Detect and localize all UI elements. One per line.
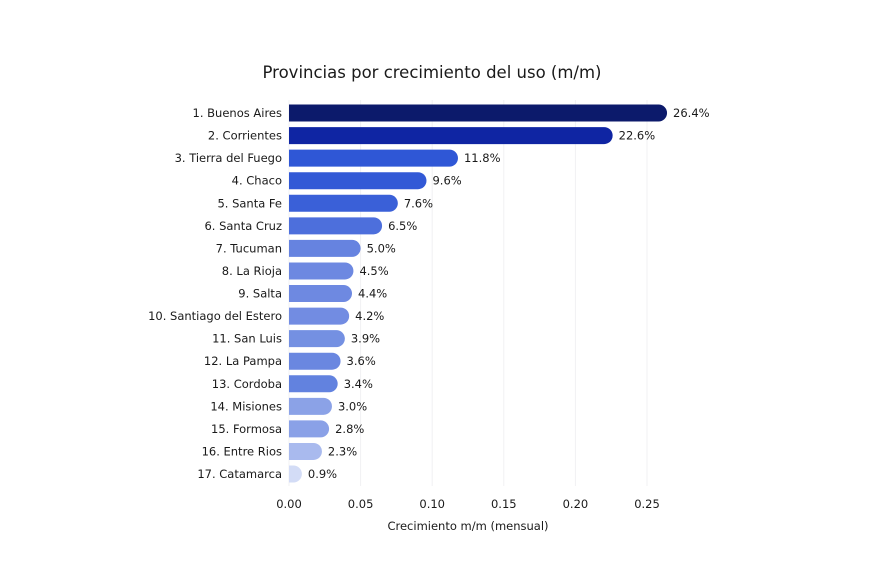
x-tick-label: 0.10 xyxy=(419,497,445,511)
x-axis: 0.00 0.05 0.10 0.15 0.20 0.25 xyxy=(276,497,660,511)
category-label: 2. Corrientes xyxy=(208,129,282,143)
chart-title: Provincias por crecimiento del uso (m/m) xyxy=(263,63,602,82)
data-label: 4.4% xyxy=(358,287,387,301)
bar xyxy=(289,307,350,325)
data-label: 26.4% xyxy=(673,106,710,120)
bar xyxy=(289,127,613,145)
category-label: 7. Tucuman xyxy=(216,241,282,255)
category-label: 4. Chaco xyxy=(232,174,282,188)
category-label: 11. San Luis xyxy=(212,332,282,346)
data-label: 5.0% xyxy=(367,241,396,255)
bar xyxy=(289,217,383,235)
bar xyxy=(289,330,345,348)
x-tick-label: 0.20 xyxy=(563,497,589,511)
x-axis-label: Crecimiento m/m (mensual) xyxy=(387,519,548,533)
bar xyxy=(289,420,330,438)
category-label: 13. Cordoba xyxy=(212,377,282,391)
category-label: 8. La Rioja xyxy=(222,264,282,278)
bar xyxy=(289,375,338,393)
category-label: 14. Misiones xyxy=(210,399,282,413)
data-label: 2.8% xyxy=(335,422,364,436)
data-label: 4.2% xyxy=(355,309,384,323)
category-label: 15. Formosa xyxy=(211,422,282,436)
bar xyxy=(289,285,353,302)
category-label: 12. La Pampa xyxy=(204,354,282,368)
bar xyxy=(289,262,354,280)
data-label: 9.6% xyxy=(432,174,461,188)
data-label: 22.6% xyxy=(619,129,656,143)
bar xyxy=(289,172,427,190)
data-label: 6.5% xyxy=(388,219,417,233)
data-label: 2.3% xyxy=(328,444,357,458)
category-label: 6. Santa Cruz xyxy=(204,219,282,233)
data-label: 4.5% xyxy=(359,264,388,278)
data-label: 3.9% xyxy=(351,332,380,346)
data-label: 7.6% xyxy=(404,196,433,210)
category-label: 16. Entre Rios xyxy=(202,444,282,458)
data-label: 3.0% xyxy=(338,399,367,413)
bar xyxy=(289,104,668,122)
data-label: 11.8% xyxy=(464,151,501,165)
category-label: 3. Tierra del Fuego xyxy=(175,151,282,165)
data-label: 0.9% xyxy=(308,467,337,481)
category-label: 5. Santa Fe xyxy=(217,196,282,210)
category-label: 1. Buenos Aires xyxy=(193,106,282,120)
x-tick-label: 0.00 xyxy=(276,497,302,511)
bar xyxy=(289,149,458,167)
category-label: 10. Santiago del Estero xyxy=(148,309,282,323)
data-label: 3.6% xyxy=(347,354,376,368)
category-label: 9. Salta xyxy=(238,287,282,301)
bar xyxy=(289,465,302,483)
data-label: 3.4% xyxy=(344,377,373,391)
bar xyxy=(289,442,322,460)
x-tick-label: 0.25 xyxy=(634,497,660,511)
bar xyxy=(289,352,341,370)
x-tick-label: 0.15 xyxy=(491,497,517,511)
bar xyxy=(289,239,361,257)
bar xyxy=(289,194,398,212)
bars: 1. Buenos Aires 26.4% 2. Corrientes 22.6% 3.… xyxy=(148,104,710,483)
x-tick-label: 0.05 xyxy=(348,497,374,511)
category-label: 17. Catamarca xyxy=(197,467,282,481)
bar xyxy=(289,397,332,415)
